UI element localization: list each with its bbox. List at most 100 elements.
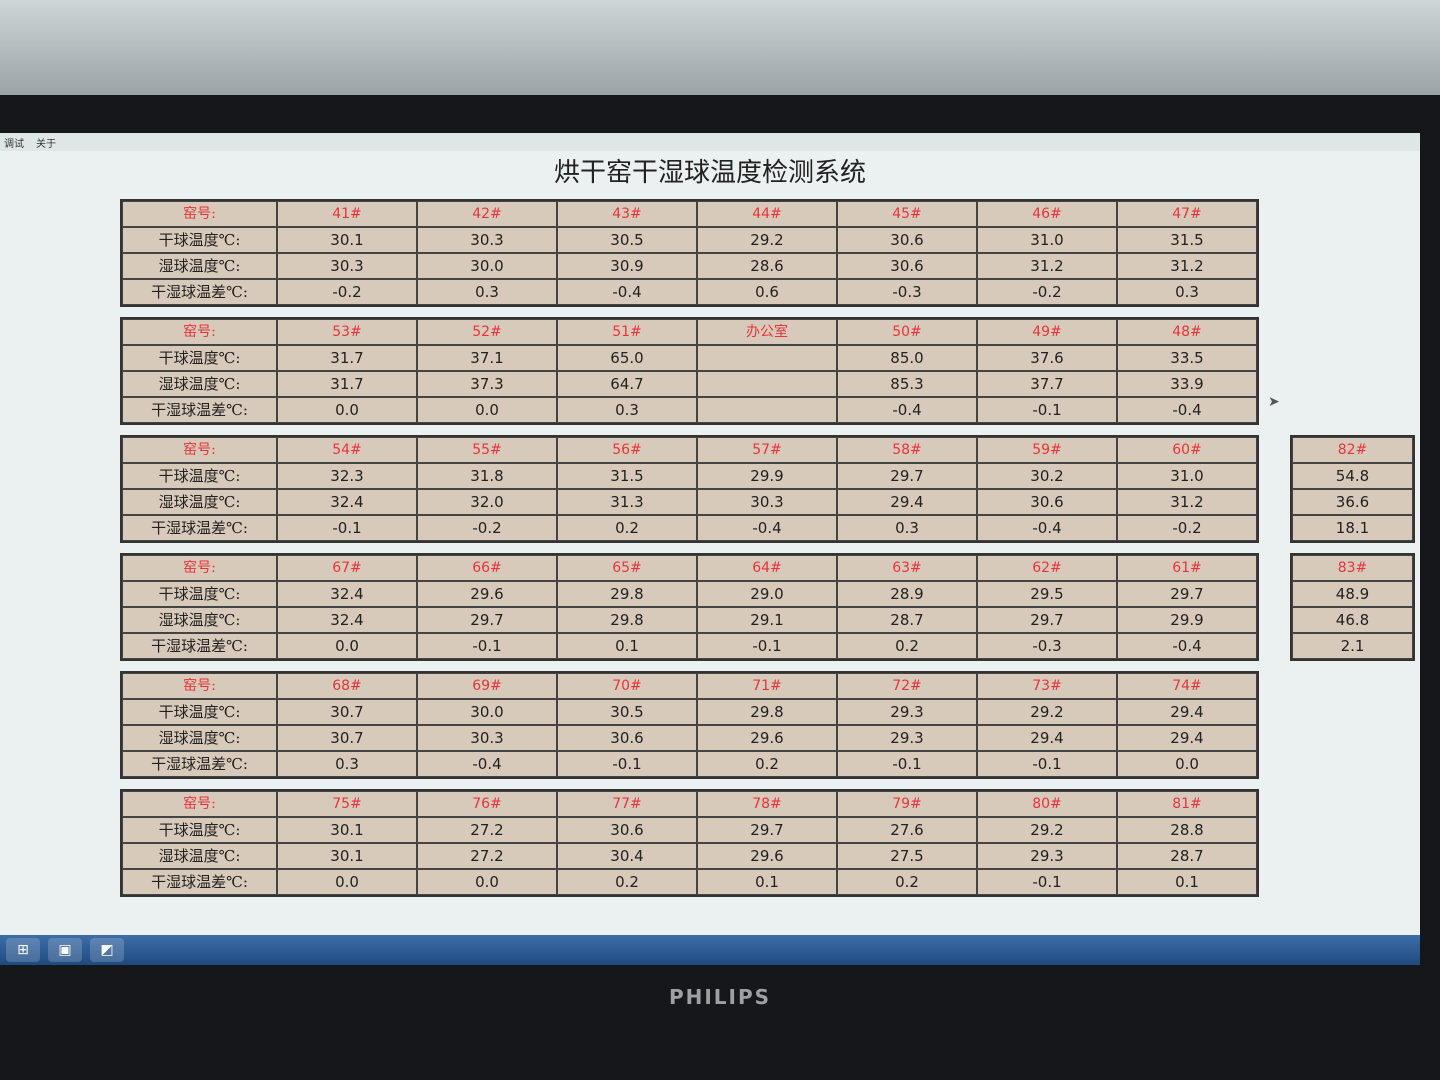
kiln-wet-value: 31.2 xyxy=(1117,489,1257,515)
row-label-diff: 干湿球温差℃: xyxy=(122,515,277,541)
kiln-diff-value: 0.3 xyxy=(557,397,697,423)
row-label-dry: 干球温度℃: xyxy=(122,345,277,371)
kiln-diff-value: -0.1 xyxy=(557,751,697,777)
kiln-dry-value: 29.7 xyxy=(697,817,837,843)
kiln-dry-value: 30.3 xyxy=(417,227,557,253)
kiln-diff-value: 0.2 xyxy=(557,515,697,541)
kiln-diff-value: -0.1 xyxy=(697,633,837,659)
kiln-dry-value: 29.0 xyxy=(697,581,837,607)
kiln-wet-value: 28.7 xyxy=(837,607,977,633)
kiln-dry-value: 29.2 xyxy=(697,227,837,253)
kiln-diff-value: -0.1 xyxy=(837,751,977,777)
kiln-wet-value: 31.2 xyxy=(1117,253,1257,279)
kiln-diff-value: 0.2 xyxy=(697,751,837,777)
kiln-id: 42# xyxy=(417,201,557,227)
kiln-dry-value: 31.7 xyxy=(277,345,417,371)
kiln-diff-value: -0.2 xyxy=(417,515,557,541)
kiln-dry-value: 30.1 xyxy=(277,227,417,253)
kiln-diff-value: -0.1 xyxy=(977,397,1117,423)
kiln-diff-value: 0.1 xyxy=(697,869,837,895)
kiln-dry-value: 30.5 xyxy=(557,227,697,253)
kiln-id: 48# xyxy=(1117,319,1257,345)
row-label-kiln: 窑号: xyxy=(122,437,277,463)
row-label-diff: 干湿球温差℃: xyxy=(122,397,277,423)
kiln-id: 64# xyxy=(697,555,837,581)
kiln-diff-value: -0.1 xyxy=(977,751,1117,777)
kiln-dry-value: 29.5 xyxy=(977,581,1117,607)
row-label-wet: 湿球温度℃: xyxy=(122,607,277,633)
kiln-id: 74# xyxy=(1117,673,1257,699)
kiln-wet-value: 30.0 xyxy=(417,253,557,279)
kiln-dry-value: 33.5 xyxy=(1117,345,1257,371)
kiln-id: 41# xyxy=(277,201,417,227)
kiln-wet-value: 30.7 xyxy=(277,725,417,751)
kiln-id: 58# xyxy=(837,437,977,463)
kiln-id: 78# xyxy=(697,791,837,817)
kiln-dry-value: 85.0 xyxy=(837,345,977,371)
kiln-wet-value: 27.2 xyxy=(417,843,557,869)
row-label-diff: 干湿球温差℃: xyxy=(122,751,277,777)
kiln-id: 69# xyxy=(417,673,557,699)
kiln-wet-value: 37.7 xyxy=(977,371,1117,397)
kiln-dry-value: 27.6 xyxy=(837,817,977,843)
kiln-wet-value: 32.4 xyxy=(277,607,417,633)
kiln-diff-value: -0.1 xyxy=(277,515,417,541)
kiln-id: 49# xyxy=(977,319,1117,345)
kiln-wet-value: 32.4 xyxy=(277,489,417,515)
kiln-id: 办公室 xyxy=(697,319,837,345)
kiln-wet-value: 28.6 xyxy=(697,253,837,279)
row-label-wet: 湿球温度℃: xyxy=(122,843,277,869)
kiln-wet-value: 27.5 xyxy=(837,843,977,869)
kiln-wet-value: 29.1 xyxy=(697,607,837,633)
kiln-id: 60# xyxy=(1117,437,1257,463)
kiln-dry-value: 29.8 xyxy=(697,699,837,725)
kiln-dry-value: 30.0 xyxy=(417,699,557,725)
kiln-table-block: 窑号: 53# 52# 51# 办公室 50# 49# 48# 干球温度℃: 31.7 37.1 65… xyxy=(120,317,1259,425)
taskbar: ⊞ ▣ ◩ xyxy=(0,935,1420,965)
side-kiln-box: 82# 54.8 36.6 18.1 xyxy=(1290,435,1415,543)
kiln-dry-value: 29.6 xyxy=(417,581,557,607)
kiln-wet-value: 29.3 xyxy=(977,843,1117,869)
kiln-wet-value: 31.7 xyxy=(277,371,417,397)
kiln-wet-value: 30.6 xyxy=(557,725,697,751)
menu-about[interactable]: 关于 xyxy=(36,138,56,150)
kiln-dry-value: 29.8 xyxy=(557,581,697,607)
row-label-dry: 干球温度℃: xyxy=(122,817,277,843)
row-label-kiln: 窑号: xyxy=(122,201,277,227)
kiln-wet-value: 33.9 xyxy=(1117,371,1257,397)
kiln-id: 62# xyxy=(977,555,1117,581)
kiln-wet-value: 31.2 xyxy=(977,253,1117,279)
kiln-dry-value: 48.9 xyxy=(1292,581,1413,607)
kiln-diff-value xyxy=(697,397,837,423)
kiln-dry-value: 32.4 xyxy=(277,581,417,607)
kiln-wet-value: 29.7 xyxy=(417,607,557,633)
kiln-dry-value: 29.2 xyxy=(977,699,1117,725)
kiln-diff-value: 0.3 xyxy=(277,751,417,777)
start-button-icon[interactable]: ⊞ xyxy=(6,938,40,962)
kiln-id: 57# xyxy=(697,437,837,463)
kiln-diff-value: 0.1 xyxy=(1117,869,1257,895)
kiln-diff-value: 0.2 xyxy=(837,633,977,659)
kiln-wet-value: 32.0 xyxy=(417,489,557,515)
menu-debug[interactable]: 调试 xyxy=(4,138,24,150)
kiln-id: 43# xyxy=(557,201,697,227)
kiln-wet-value: 30.6 xyxy=(977,489,1117,515)
kiln-id: 77# xyxy=(557,791,697,817)
taskbar-app-icon[interactable]: ◩ xyxy=(90,938,124,962)
kiln-diff-value: -0.3 xyxy=(977,633,1117,659)
kiln-id: 51# xyxy=(557,319,697,345)
kiln-wet-value: 30.1 xyxy=(277,843,417,869)
kiln-id: 73# xyxy=(977,673,1117,699)
kiln-id: 66# xyxy=(417,555,557,581)
kiln-diff-value: -0.4 xyxy=(1117,633,1257,659)
kiln-id: 53# xyxy=(277,319,417,345)
kiln-diff-value: -0.2 xyxy=(977,279,1117,305)
row-label-dry: 干球温度℃: xyxy=(122,581,277,607)
kiln-wet-value: 29.4 xyxy=(837,489,977,515)
kiln-wet-value: 31.3 xyxy=(557,489,697,515)
kiln-dry-value: 27.2 xyxy=(417,817,557,843)
row-label-kiln: 窑号: xyxy=(122,319,277,345)
kiln-table-block: 窑号: 68# 69# 70# 71# 72# 73# 74# 干球温度℃: 30.7 30.0 30… xyxy=(120,671,1259,779)
kiln-id: 79# xyxy=(837,791,977,817)
taskbar-app-icon[interactable]: ▣ xyxy=(48,938,82,962)
